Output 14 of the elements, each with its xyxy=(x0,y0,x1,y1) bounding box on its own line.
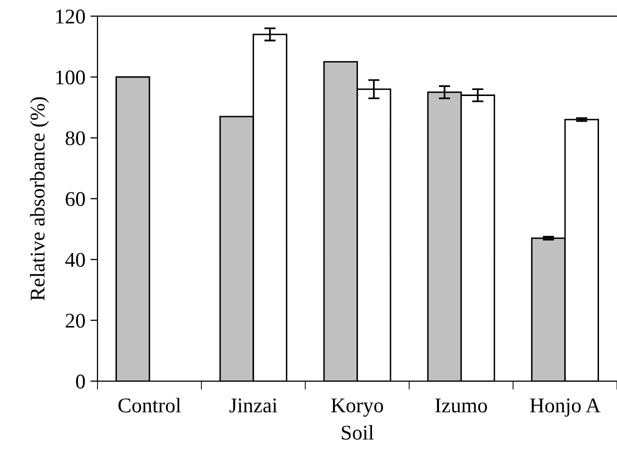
y-axis-title: Relative absorbance (%) xyxy=(30,97,49,300)
x-tick-label: Koryo xyxy=(331,398,384,417)
x-tick-label: Control xyxy=(118,398,181,412)
y-tick-label: 80 xyxy=(66,131,85,146)
y-tick-label: 0 xyxy=(76,374,85,389)
y-tick-label: 20 xyxy=(66,314,85,328)
y-tick-label: 120 xyxy=(56,10,85,24)
y-tick-label: 60 xyxy=(66,192,85,206)
y-tick-label: 40 xyxy=(65,252,85,267)
x-tick-label: Honjo A xyxy=(530,398,600,417)
x-axis-title: Soil xyxy=(342,425,374,440)
x-tick-label: Jinzai xyxy=(229,398,278,412)
x-tick-label: Izumo xyxy=(435,398,487,412)
y-tick-label: 100 xyxy=(56,70,85,84)
